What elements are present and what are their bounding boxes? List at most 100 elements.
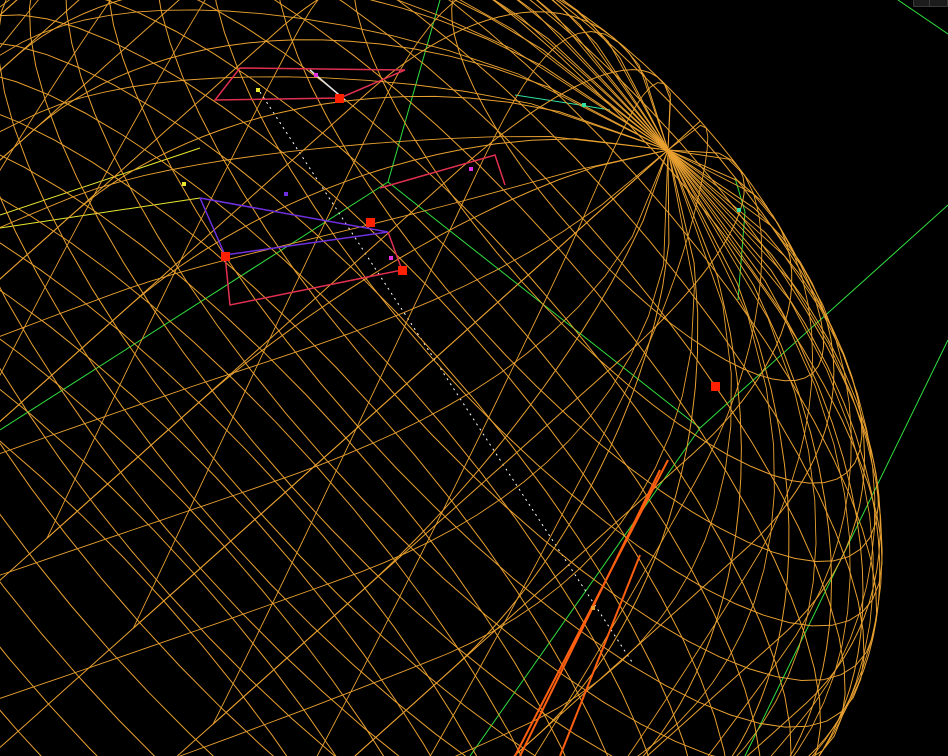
yellow-line: [0, 147, 201, 216]
mesh-edge: [0, 0, 669, 151]
mesh-edge: [0, 197, 522, 756]
mesh-edge: [637, 149, 775, 756]
mesh-edge: [0, 154, 566, 756]
marker: [591, 606, 595, 610]
mesh-edge: [667, 149, 881, 756]
mesh-edge: [108, 0, 865, 728]
marker: [284, 192, 288, 196]
accent-edge: [519, 469, 661, 756]
mesh-edge: [176, 149, 669, 756]
mesh-edge: [0, 388, 337, 756]
cage-line: [387, 0, 441, 183]
mesh-edge: [454, 149, 732, 756]
mesh-edge: [0, 149, 669, 749]
mesh-edge: [215, 0, 883, 627]
cage-line: [897, 0, 948, 35]
marker: [256, 88, 260, 92]
mesh-edge: [667, 149, 874, 756]
mesh-edge: [429, 124, 709, 756]
selected-edge-lower: [224, 231, 404, 306]
mesh-edge: [0, 76, 669, 151]
mesh-edge: [0, 149, 669, 576]
mesh-edge: [0, 0, 792, 756]
mesh-edge: [0, 39, 669, 161]
mesh-edge: [0, 9, 669, 151]
square-handle-icon: [335, 94, 344, 103]
mesh-edge: [0, 138, 669, 423]
accent-edge: [559, 554, 641, 756]
mesh-edge: [667, 149, 881, 756]
cage-line: [734, 177, 746, 213]
mesh-edge: [667, 149, 876, 756]
yellow-line: [0, 197, 201, 229]
mesh-edge: [0, 149, 669, 581]
mesh-edge: [158, 0, 878, 682]
wireframe-mesh: [0, 0, 883, 756]
mesh-edge: [667, 149, 833, 756]
selected-edge-right: [379, 154, 506, 189]
mesh-edge: [0, 0, 669, 151]
cage-line: [469, 427, 701, 756]
mesh-edge: [0, 0, 669, 161]
mesh-edge: [667, 149, 883, 756]
mesh-edge: [0, 0, 669, 280]
mesh-edge: [627, 149, 814, 756]
mesh-edge: [0, 0, 669, 377]
mesh-edge: [667, 149, 864, 756]
square-handle-icon: [711, 382, 720, 391]
cage-line: [514, 94, 581, 106]
marker: [389, 256, 393, 260]
selected-edge-left: [199, 197, 389, 256]
mesh-edge: [354, 149, 670, 756]
mesh-edge: [212, 31, 669, 725]
mesh-edge: [667, 149, 851, 756]
mesh-edge: [0, 76, 649, 756]
marker: [469, 167, 473, 171]
square-handle-icon: [221, 252, 230, 261]
viewport-option-a-button[interactable]: [914, 0, 930, 6]
viewport-corner-controls: [913, 0, 948, 7]
marker: [582, 103, 586, 107]
mesh-edge: [132, 0, 669, 629]
mesh-edge: [354, 0, 863, 484]
marker: [314, 73, 318, 77]
marker: [182, 182, 186, 186]
mesh-edge: [0, 289, 432, 756]
mesh-edge: [492, 0, 669, 151]
mesh-edge: [316, 82, 671, 756]
selected-faces[interactable]: [199, 67, 506, 306]
mesh-edge: [65, 0, 846, 756]
mesh-edge: [0, 43, 689, 756]
mesh-edge: [0, 149, 669, 337]
mesh-edge: [534, 149, 763, 756]
mesh-edge: [0, 149, 669, 455]
mesh-edge: [0, 0, 669, 151]
mesh-edge: [279, 0, 879, 563]
cage-line: [0, 181, 389, 431]
mesh-edge: [642, 149, 742, 756]
mesh-edge: [28, 0, 822, 756]
mesh-edge: [667, 149, 790, 756]
square-handle-icon: [398, 266, 407, 275]
mesh-edge: [459, 0, 669, 151]
mesh-edge: [0, 114, 609, 756]
small-markers: [182, 73, 741, 610]
mesh-edge: [0, 0, 669, 172]
mesh-edge: [46, 0, 669, 539]
mesh-edge: [0, 242, 478, 756]
mesh-edge: [0, 149, 669, 699]
mesh-edge: [0, 14, 726, 756]
handles[interactable]: [221, 94, 720, 391]
mesh-edge: [646, 149, 866, 756]
mesh-edge: [667, 149, 852, 756]
mesh-edge: [0, 0, 669, 151]
square-handle-icon: [366, 218, 375, 227]
mesh-edge: [451, 0, 825, 382]
mesh-edge: [667, 149, 817, 756]
viewport-option-b-button[interactable]: [932, 0, 948, 6]
mesh-edge: [178, 149, 695, 756]
mesh-edge: [513, 149, 699, 756]
mesh-edge: [0, 136, 669, 228]
